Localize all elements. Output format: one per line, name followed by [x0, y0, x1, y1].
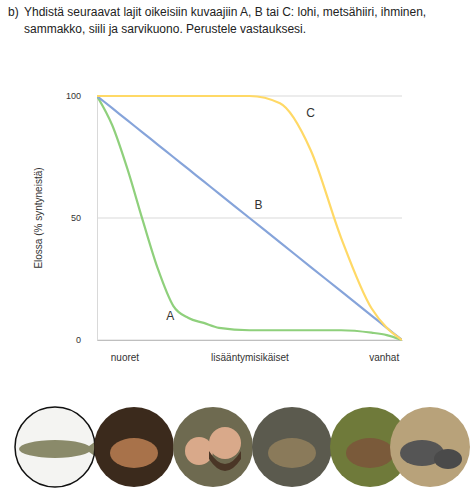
grid-line — [97, 340, 402, 341]
photo-shape — [110, 438, 158, 468]
photo-shape — [19, 440, 91, 458]
x-tick-label: nuoret — [111, 352, 140, 363]
series-line — [97, 96, 402, 340]
title: b)Yhdistä seuraavat lajit oikeisiin kuva… — [8, 5, 426, 36]
y-axis-title: Elossa (% syntyneistä) — [33, 167, 44, 268]
photo-shape — [434, 449, 462, 469]
photo-background — [15, 407, 95, 487]
x-tick: nuoret — [111, 340, 140, 363]
x-axis-line — [98, 340, 403, 341]
series-line — [97, 96, 402, 340]
y-axis-line — [97, 97, 98, 341]
x-tick-label: vanhat — [369, 352, 399, 363]
y-axis: 0 50 100 — [66, 91, 98, 345]
photo-background — [252, 407, 332, 487]
y-tick: 50 — [71, 213, 97, 223]
photo — [15, 407, 99, 487]
y-tick-label: 100 — [66, 91, 81, 101]
photo-shape — [209, 451, 241, 471]
series-label: C — [306, 106, 315, 120]
x-tick: vanhat — [369, 340, 399, 363]
chart: b)Yhdistä seuraavat lajit oikeisiin kuva… — [0, 0, 475, 501]
photo-shape — [209, 427, 241, 459]
photo-shape — [346, 438, 394, 468]
photo — [173, 407, 253, 487]
series-line — [97, 96, 402, 340]
series-label: B — [254, 198, 262, 212]
photo-shape — [185, 437, 213, 465]
y-tick-label: 50 — [71, 213, 81, 223]
series-label: A — [166, 309, 174, 323]
y-tick: 100 — [66, 91, 97, 101]
y-tick: 0 — [76, 335, 97, 345]
photo-shape — [268, 438, 316, 468]
photo — [390, 407, 470, 487]
photo-background — [94, 407, 174, 487]
grid — [97, 96, 402, 340]
photo — [252, 407, 332, 487]
series-labels: A B C — [166, 106, 315, 323]
photos — [15, 407, 470, 487]
photo-background — [390, 407, 470, 487]
x-axis: nuoret lisääntymisikäiset vanhat — [98, 340, 403, 363]
y-tick-label: 0 — [76, 335, 81, 345]
x-tick-label: lisääntymisikäiset — [211, 352, 289, 363]
photo-border — [15, 407, 95, 487]
photo-background — [173, 407, 253, 487]
photo — [94, 407, 174, 487]
lines — [97, 96, 402, 340]
x-tick: lisääntymisikäiset — [211, 340, 289, 363]
